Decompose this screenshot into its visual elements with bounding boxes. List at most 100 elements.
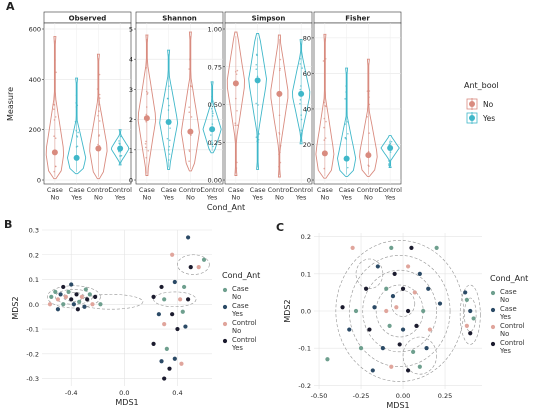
mean-point xyxy=(143,115,150,122)
jitter-point xyxy=(235,73,238,75)
jitter-point xyxy=(322,60,325,62)
scatter-point xyxy=(380,346,385,351)
density-contour xyxy=(177,254,210,275)
violin xyxy=(226,31,245,176)
legend-label: Yes xyxy=(482,114,495,123)
jitter-point xyxy=(146,92,149,94)
scatter-point xyxy=(397,342,402,347)
scatter-point xyxy=(167,366,172,371)
scatter-point xyxy=(63,294,69,299)
scatter-point xyxy=(468,308,473,314)
legend-key-point xyxy=(490,341,496,347)
scatter-point xyxy=(405,308,411,314)
facet-title: Observed xyxy=(69,15,107,23)
jitter-point xyxy=(368,132,371,134)
scatter-point xyxy=(172,279,177,285)
y-tick-label: 0.50 xyxy=(208,101,222,109)
scatter-point xyxy=(427,327,433,332)
jitter-point xyxy=(52,103,55,106)
jitter-point xyxy=(387,163,390,165)
jitter-point xyxy=(147,150,150,152)
scatter-point xyxy=(424,346,429,351)
jitter-point xyxy=(145,140,147,143)
scatter-point xyxy=(75,307,80,312)
legend-key-point xyxy=(490,307,496,313)
panel-label-b: B xyxy=(4,218,12,231)
jitter-point xyxy=(279,144,282,147)
mean-point xyxy=(254,77,261,84)
mean-point xyxy=(51,149,58,156)
jitter-point xyxy=(166,97,169,100)
scatter-point xyxy=(172,356,177,361)
scatter-point xyxy=(412,290,417,295)
mean-point xyxy=(232,80,239,87)
jitter-point xyxy=(344,123,346,125)
jitter-point xyxy=(55,71,57,74)
mean-point xyxy=(117,145,124,152)
scatter-point xyxy=(437,301,443,306)
jitter-point xyxy=(299,88,302,91)
x-tick-label: Control Yes xyxy=(289,186,313,202)
scatter-point xyxy=(85,297,90,302)
jitter-point xyxy=(188,68,190,70)
y-axis-title: Measure xyxy=(6,87,15,121)
scatter-point xyxy=(49,294,54,299)
y-tick-label: 0.0 xyxy=(29,301,39,309)
jitter-point xyxy=(96,88,99,90)
legend-title: Cond_Ant xyxy=(490,274,528,283)
scatter-point xyxy=(372,305,377,310)
x-tick-label: Case Yes xyxy=(339,186,355,202)
legend-title: Cond_Ant xyxy=(222,271,260,280)
x-tick-label: -0.4 xyxy=(65,389,78,397)
y-axis-title: MDS2 xyxy=(11,296,20,319)
legend-key-box xyxy=(466,112,478,124)
jitter-point xyxy=(236,124,239,127)
scatter-point xyxy=(367,327,372,332)
x-tick-label: 0.00 xyxy=(396,392,410,400)
jitter-point xyxy=(212,112,214,115)
scatter-point xyxy=(468,331,473,336)
scatter-point xyxy=(434,245,439,250)
jitter-point xyxy=(325,120,327,123)
violin xyxy=(359,58,378,177)
scatter-point xyxy=(196,265,201,270)
scatter-point xyxy=(414,323,419,328)
jitter-point xyxy=(98,93,101,96)
facet-title: Simpson xyxy=(252,15,286,23)
x-tick-label: Control Yes xyxy=(378,186,402,202)
facet-title: Fisher xyxy=(345,15,370,23)
scatter-point xyxy=(405,264,411,269)
y-tick-label: 0.25 xyxy=(208,139,222,147)
jitter-point xyxy=(390,140,393,143)
scatter-point xyxy=(69,297,74,302)
legend-key-point xyxy=(490,290,496,296)
jitter-point xyxy=(236,161,238,164)
x-tick-label: Case No xyxy=(139,186,155,202)
jitter-point xyxy=(118,140,120,142)
jitter-point xyxy=(168,139,171,142)
jitter-point xyxy=(347,132,349,135)
x-axis-title: MDS1 xyxy=(386,401,409,410)
jitter-point xyxy=(255,102,257,105)
mean-point xyxy=(73,154,80,161)
mean-point xyxy=(298,90,305,97)
scatter-point xyxy=(162,297,167,302)
y-tick-label: 0.3 xyxy=(29,227,39,235)
violin xyxy=(89,53,108,180)
y-tick-label: 0.0 xyxy=(301,308,311,316)
mean-point xyxy=(387,145,394,152)
density-contour xyxy=(348,254,451,368)
legend-key-point xyxy=(222,321,228,327)
jitter-point xyxy=(144,146,147,149)
mean-point xyxy=(343,155,350,162)
x-tick-label: 0.25 xyxy=(438,392,452,400)
jitter-point xyxy=(54,165,57,168)
jitter-point xyxy=(145,66,147,69)
jitter-point xyxy=(77,131,79,134)
scatter-point xyxy=(347,327,352,332)
legend-key-point xyxy=(222,287,228,293)
density-contour xyxy=(153,291,197,308)
legend-label: Case No xyxy=(232,285,249,301)
jitter-point xyxy=(323,126,325,129)
